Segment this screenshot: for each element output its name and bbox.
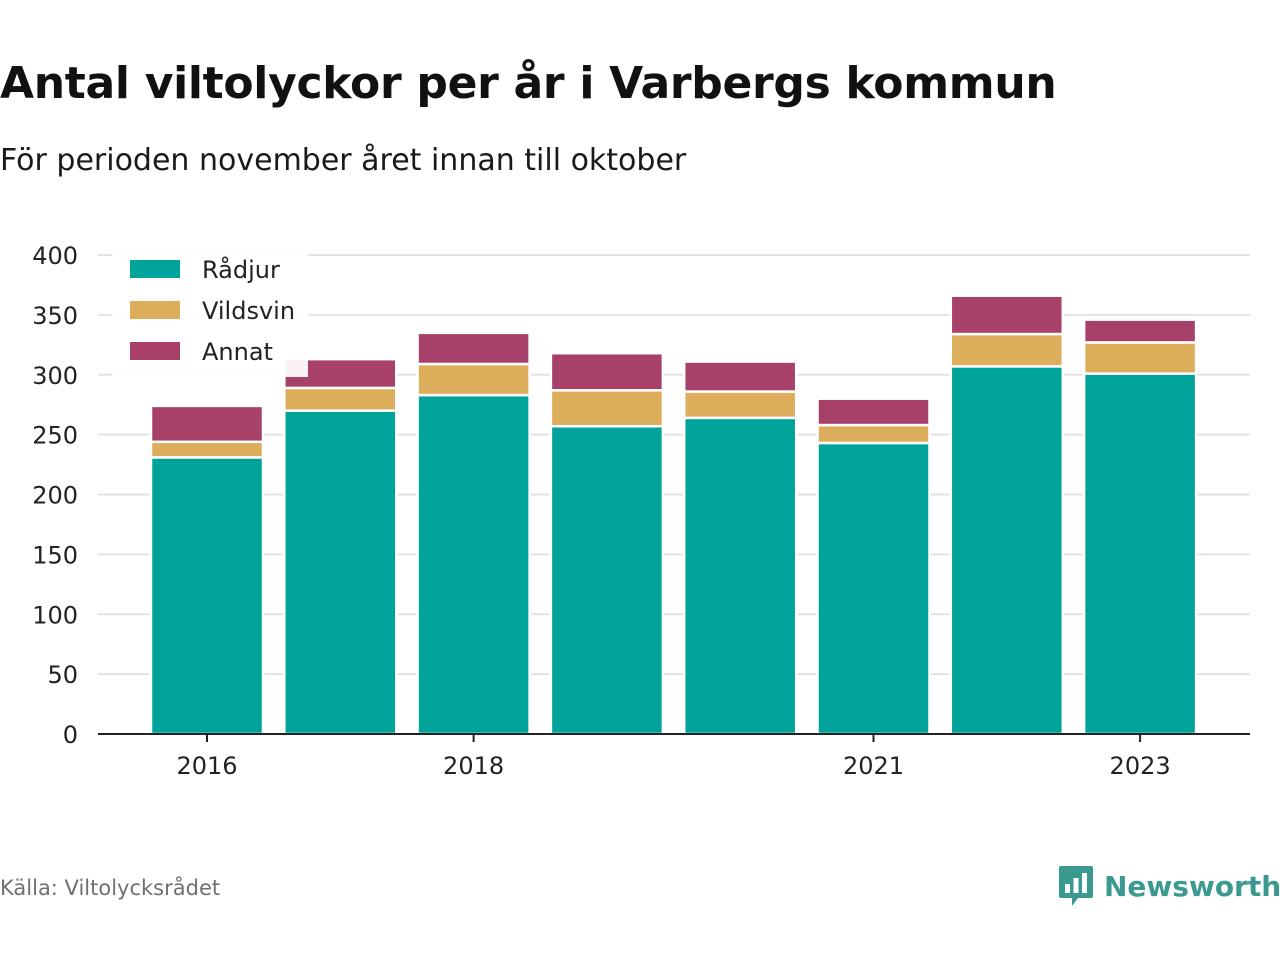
bar-segment-annat [1082, 318, 1198, 344]
legend-swatch-annat [130, 342, 180, 360]
x-tick-label: 2023 [1110, 752, 1171, 780]
y-tick-label: 0 [63, 721, 78, 749]
bar-segment-annat [149, 404, 265, 444]
y-tick-label: 150 [32, 541, 78, 569]
y-tick-label: 50 [47, 661, 78, 689]
bar-segment-vildsvin [949, 332, 1065, 368]
bar-segment-vildsvin [283, 386, 398, 412]
bar-segment-annat [949, 294, 1065, 336]
legend-label: Rådjur [202, 255, 280, 284]
y-tick-label: 400 [32, 242, 78, 270]
bar-segment-vildsvin [416, 362, 531, 397]
bar-segment-rådjur [549, 424, 665, 736]
bar-segment-vildsvin [549, 389, 665, 428]
x-tick-label: 2018 [443, 752, 504, 780]
bar-segment-rådjur [149, 456, 265, 736]
x-tick-label: 2021 [843, 752, 904, 780]
bar-segment-annat [682, 360, 798, 393]
y-tick-label: 100 [32, 601, 78, 629]
brand-name: Newsworthy [1104, 869, 1280, 903]
legend-label: Vildsvin [202, 297, 295, 325]
bar-segment-vildsvin [816, 423, 931, 445]
newsworthy-logo-icon [1059, 866, 1093, 906]
bar-segment-rådjur [949, 365, 1065, 736]
bar-segment-annat [549, 351, 665, 392]
x-tick-label: 2016 [176, 752, 237, 780]
legend-label: Annat [202, 338, 273, 366]
y-tick-label: 300 [32, 362, 78, 390]
chart-subtitle: För perioden november året innan till ok… [0, 143, 687, 178]
source-note: Källa: Viltolycksrådet [0, 876, 221, 900]
bar-segment-rådjur [1082, 372, 1198, 736]
legend-swatch-vildsvin [130, 301, 180, 319]
bar-segment-rådjur [682, 416, 798, 736]
bar-segment-rådjur [816, 441, 931, 736]
legend: Rådjur Vildsvin Annat [112, 247, 308, 377]
y-tick-label: 200 [32, 482, 78, 510]
bars [149, 294, 1198, 736]
bar-segment-vildsvin [682, 390, 798, 420]
bar-segment-rådjur [283, 409, 398, 736]
bar-segment-vildsvin [149, 440, 265, 459]
y-axis-ticks: 0 50 100 150 200 250 300 350 400 [32, 242, 78, 749]
legend-swatch-rådjur [130, 260, 180, 278]
brand-logo: Newsworthy [1058, 862, 1280, 910]
bar-segment-vildsvin [1082, 341, 1198, 375]
x-axis-ticks: 2016 2018 2021 2023 [176, 734, 1171, 780]
bar-segment-annat [416, 331, 531, 366]
chart-title: Antal viltolyckor per år i Varbergs komm… [0, 58, 1057, 109]
y-tick-label: 350 [32, 302, 78, 330]
y-tick-label: 250 [32, 422, 78, 450]
bar-segment-annat [816, 397, 931, 427]
bar-segment-rådjur [416, 393, 531, 736]
